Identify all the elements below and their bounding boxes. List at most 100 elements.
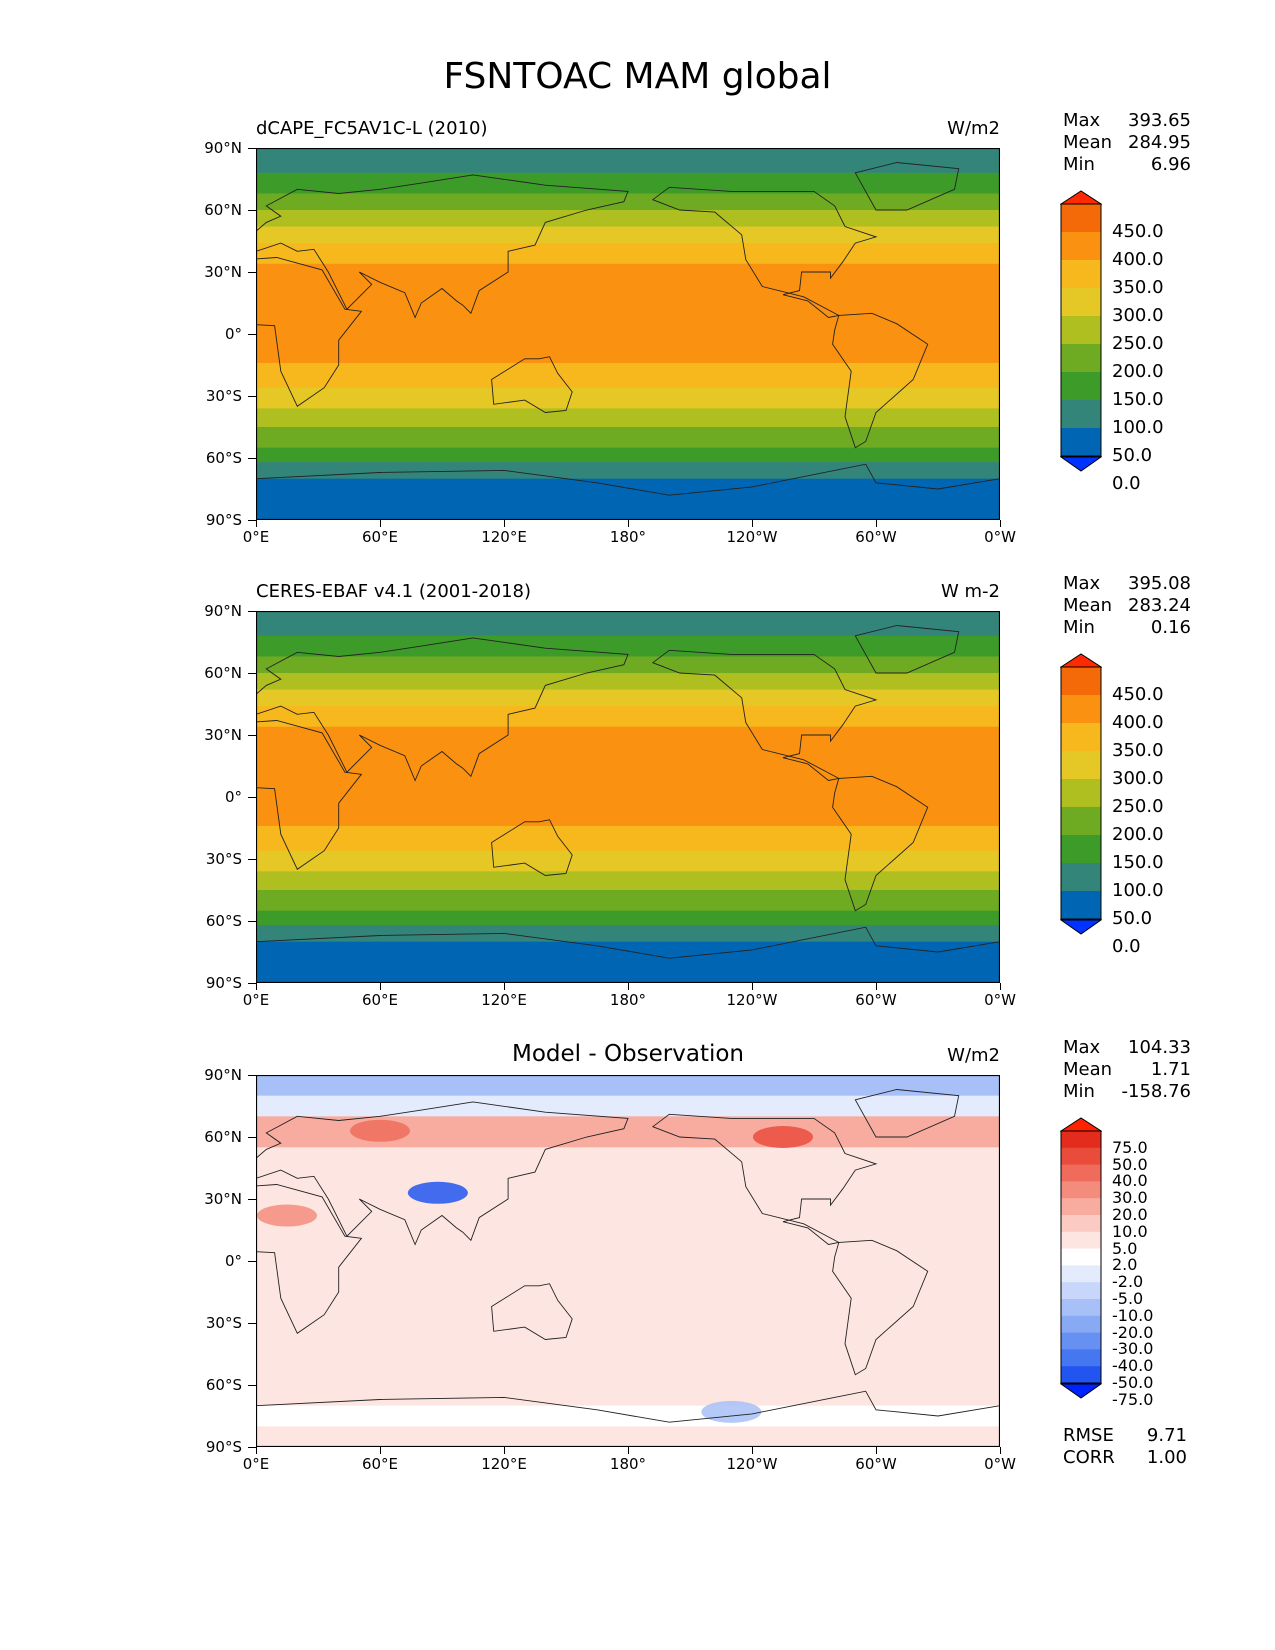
lat-tick: [248, 983, 256, 984]
zonal-band: [256, 408, 1000, 428]
lon-tick-label: 120°W: [726, 991, 778, 1009]
colorbar-swatch: [1061, 1349, 1101, 1367]
zonal-band: [256, 462, 1000, 480]
lon-tick: [504, 520, 505, 527]
lon-tick: [876, 1447, 877, 1454]
eurasia-outline: [256, 174, 629, 319]
lat-tick-label: 60°S: [205, 912, 242, 930]
colorbar-tick-label: 300.0: [1112, 768, 1164, 789]
lat-tick: [248, 611, 256, 612]
lat-tick: [248, 859, 256, 860]
lon-tick-label: 60°E: [361, 1455, 399, 1473]
lat-tick: [248, 797, 256, 798]
lon-tick: [380, 520, 381, 527]
lon-tick: [1000, 983, 1001, 990]
lon-tick: [752, 520, 753, 527]
anomaly-feature: [753, 1126, 813, 1148]
stat-min-label: Min: [1063, 154, 1095, 175]
map-frame: [256, 148, 1000, 520]
lat-tick: [248, 1075, 256, 1076]
colorbar-tick-label: 100.0: [1112, 880, 1164, 901]
stat-mean: 284.95: [1128, 132, 1191, 153]
colorbar-tick-label: 450.0: [1112, 684, 1164, 705]
lat-tick: [248, 1447, 256, 1448]
lat-tick: [248, 921, 256, 922]
colorbar-tick-label: -10.0: [1112, 1305, 1154, 1325]
colorbar-extend-min: [1059, 1383, 1103, 1399]
colorbar-swatch: [1061, 372, 1101, 401]
lat-tick: [248, 1323, 256, 1324]
colorbar-swatch: [1061, 1299, 1101, 1317]
lon-tick: [628, 1447, 629, 1454]
lat-tick-label: 90°N: [204, 602, 242, 620]
colorbar-tick-label: 200.0: [1112, 361, 1164, 382]
north-america-outline: [651, 649, 878, 781]
panel-units: W/m2: [947, 1045, 1000, 1066]
colorbar-swatch: [1061, 1147, 1101, 1166]
lat-tick: [248, 334, 256, 335]
lon-tick-label: 180°: [609, 528, 647, 546]
lon-tick-label: 60°E: [361, 528, 399, 546]
colorbar-tick-label: 250.0: [1112, 333, 1164, 354]
greenland-outline: [854, 162, 960, 211]
colorbar-extend-max: [1059, 190, 1103, 205]
colorbar-swatch: [1061, 204, 1101, 233]
colorbar-tick-label: 450.0: [1112, 221, 1164, 242]
zonal-band: [256, 925, 1000, 943]
colorbar-swatch: [1061, 1131, 1101, 1149]
lat-tick: [248, 673, 256, 674]
colorbar-tick-label: 10.0: [1112, 1221, 1148, 1241]
lat-tick: [248, 735, 256, 736]
colorbar-tick-label: -2.0: [1112, 1272, 1144, 1292]
corr-label: CORR: [1063, 1447, 1115, 1468]
stat-max: 393.65: [1128, 110, 1191, 131]
zonal-band: [256, 387, 1000, 409]
colorbar-tick-label: 350.0: [1112, 740, 1164, 761]
australia-outline: [491, 356, 573, 413]
lat-tick-label: 30°N: [204, 1190, 242, 1208]
lon-tick: [628, 983, 629, 990]
colorbar-swatch: [1061, 1282, 1101, 1300]
stat-max-label: Max: [1063, 573, 1101, 594]
rmse-value: 9.71: [1146, 1425, 1187, 1446]
zonal-band: [256, 890, 1000, 912]
zonal-band: [256, 427, 1000, 449]
colorbar-tick-label: 0.0: [1112, 473, 1141, 494]
zonal-band: [256, 226, 1000, 244]
colorbar-swatch: [1061, 891, 1101, 920]
lon-tick-label: 180°: [609, 991, 647, 1009]
lon-tick-label: 0°W: [984, 1455, 1016, 1473]
stats-box: Max 104.33 Mean 1.71 Min -158.76: [1063, 1037, 1191, 1103]
colorbar-extend-min: [1059, 456, 1103, 472]
zonal-band: [256, 478, 1000, 520]
colorbar-tick-label: 100.0: [1112, 417, 1164, 438]
colorbar-swatch: [1061, 863, 1101, 892]
south-america-outline: [832, 1239, 929, 1376]
zonal-band: [256, 706, 1000, 728]
colorbar-tick-label: -75.0: [1112, 1389, 1154, 1409]
lon-tick: [380, 983, 381, 990]
lat-tick-label: 0°: [224, 1252, 242, 1270]
zonal-band: [256, 611, 1000, 637]
zonal-band: [256, 825, 1000, 852]
colorbar-swatch: [1061, 288, 1101, 317]
colorbar-swatch: [1061, 751, 1101, 780]
colorbar-swatch: [1061, 1248, 1101, 1266]
colorbar-tick-label: 250.0: [1112, 796, 1164, 817]
lat-tick-label: 90°N: [204, 1066, 242, 1084]
south-america-outline: [832, 775, 929, 912]
north-america-outline: [651, 186, 878, 318]
north-america-outline: [651, 1113, 878, 1245]
lon-tick-label: 120°E: [481, 991, 527, 1009]
colorbar-swatch: [1061, 835, 1101, 864]
lat-tick: [248, 458, 256, 459]
rmse-label: RMSE: [1063, 1425, 1114, 1446]
lon-tick: [1000, 520, 1001, 527]
figure-title: FSNTOAC MAM global: [443, 56, 832, 97]
zonal-band: [256, 1075, 1000, 1097]
lon-tick-label: 60°W: [855, 991, 897, 1009]
lat-tick: [248, 396, 256, 397]
colorbar-swatch: [1061, 1181, 1101, 1199]
lon-tick: [752, 983, 753, 990]
map-frame: [256, 611, 1000, 983]
